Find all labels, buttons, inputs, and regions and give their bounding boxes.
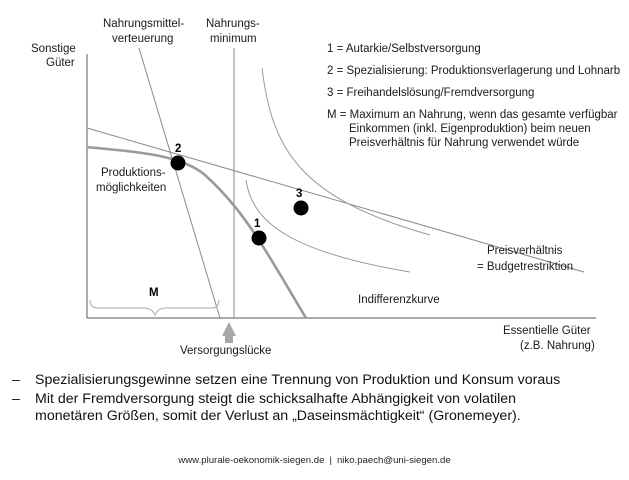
bullet-item: – Mit der Fremdversorgung steigt die sch… (12, 391, 627, 425)
bullet-list: – Spezialisierungsgewinne setzen eine Tr… (12, 372, 627, 427)
legend-1: 1 = Autarkie/Selbstversorgung (327, 43, 481, 55)
versorgungsluecke-arrow (222, 322, 236, 343)
legend-3: 3 = Freihandelslösung/Fremdversorgung (327, 87, 534, 99)
m-brace (89, 299, 220, 317)
point-1 (251, 230, 267, 246)
nahrungsmittelverteuerung-label-line1: Nahrungsmittel- (103, 18, 184, 30)
footer: www.plurale-oekonomik-siegen.de | niko.pae… (0, 455, 629, 466)
versorgungsluecke-arrow-stem (225, 334, 233, 343)
legend-2: 2 = Spezialisierung: Produktionsverlager… (327, 65, 620, 77)
x-axis-label-line2: (z.B. Nahrung) (520, 340, 595, 352)
legend-m-line3: Preisverhältnis für Nahrung verwendet wü… (349, 137, 579, 149)
point-2 (170, 155, 186, 171)
diagram: 2 1 3 Sonstige Güter Essentielle Güter (… (31, 18, 620, 357)
produktionsmoeglichkeiten-label-line1: Produktions- (101, 167, 166, 179)
point-1-label: 1 (254, 218, 261, 230)
bullet-marker: – (12, 391, 20, 407)
indifference-curve-lower (245, 179, 411, 273)
indifferenzkurve-label: Indifferenzkurve (358, 294, 440, 306)
y-axis-label-line2: Güter (46, 57, 75, 69)
nahrungsminimum-label-line1: Nahrungs- (206, 18, 260, 30)
point-3-label: 3 (296, 188, 302, 200)
m-label: M (149, 287, 159, 299)
x-axis-label-line1: Essentielle Güter (503, 325, 591, 337)
legend-m-line1: M = Maximum an Nahrung, wenn das gesamte… (327, 109, 618, 121)
budget-line (86, 127, 585, 273)
y-axis-label-line1: Sonstige (31, 43, 76, 55)
point-2-label: 2 (175, 143, 181, 155)
production-possibility-curve (86, 145, 308, 319)
produktionsmoeglichkeiten-label-line2: möglichkeiten (96, 182, 166, 194)
point-3 (293, 200, 309, 216)
preisverhaeltnis-label-line1: Preisverhältnis (487, 245, 563, 257)
nahrungsmittelverteuerung-label-line2: verteuerung (112, 33, 173, 45)
nahrungsmittelverteuerung-line (138, 47, 221, 319)
indifference-curve-upper (261, 67, 431, 236)
legend-m-line2: Einkommen (inkl. Eigenproduktion) beim n… (349, 123, 591, 135)
bullet-item: – Spezialisierungsgewinne setzen eine Tr… (12, 372, 627, 389)
bullet-marker: – (12, 372, 20, 388)
bullet-text: Spezialisierungsgewinne setzen eine Tren… (35, 372, 561, 388)
nahrungsminimum-label-line2: minimum (210, 33, 257, 45)
footer-website-link[interactable]: www.plurale-oekonomik-siegen.de (178, 455, 325, 466)
footer-separator: | (329, 455, 332, 466)
bullet-text: Mit der Fremdversorgung steigt die schic… (35, 391, 521, 424)
footer-email-link[interactable]: niko.paech@uni-siegen.de (336, 455, 451, 466)
versorgungsluecke-label: Versorgungslücke (180, 345, 271, 357)
preisverhaeltnis-label-line2: = Budgetrestriktion (477, 261, 573, 273)
